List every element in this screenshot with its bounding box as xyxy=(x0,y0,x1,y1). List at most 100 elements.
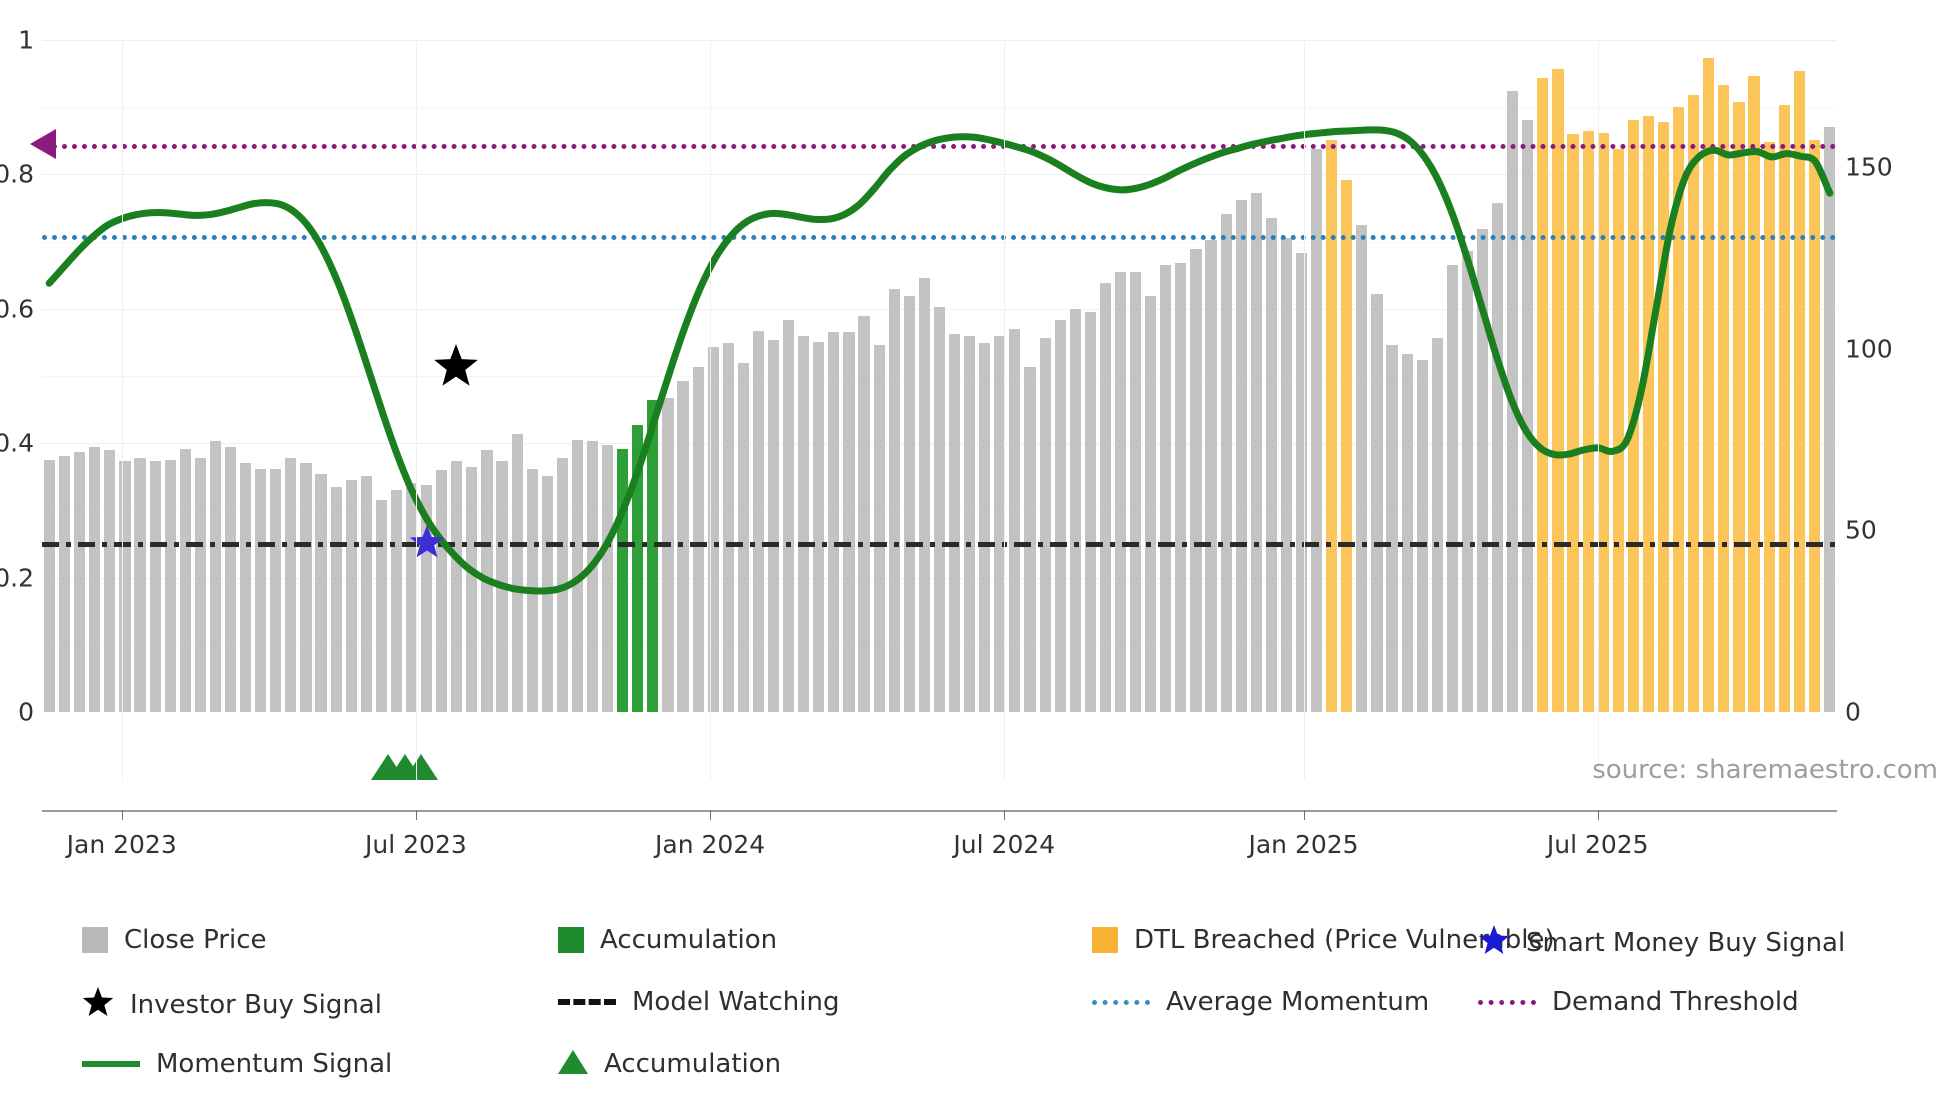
vertical-gridline xyxy=(1004,40,1006,780)
close-price-bar xyxy=(692,366,704,712)
close-price-bar xyxy=(979,343,991,712)
close-price-bar xyxy=(707,346,719,712)
legend-swatch-square xyxy=(1092,927,1118,953)
right-axis-tick: 100 xyxy=(1845,334,1893,364)
signal-markers xyxy=(30,40,1837,781)
close-price-bar xyxy=(1145,296,1157,712)
close-price-bar xyxy=(285,457,297,712)
accumulation-bar xyxy=(617,448,629,712)
legend-item-demand-threshold[interactable]: Demand Threshold xyxy=(1478,987,1799,1017)
close-price-bar xyxy=(1099,283,1111,712)
dtl-breached-bar xyxy=(1642,116,1655,712)
close-price-bar xyxy=(1386,345,1398,712)
legend-item-smart-money-buy-signal[interactable]: Smart Money Buy Signal xyxy=(1478,925,1845,961)
close-price-bar xyxy=(240,463,252,712)
legend-swatch-square xyxy=(558,927,584,953)
dtl-breached-bar xyxy=(1748,76,1760,712)
close-price-bar xyxy=(1492,203,1504,712)
close-price-bar xyxy=(360,475,372,712)
demand-threshold-line xyxy=(42,144,1837,150)
close-price-bar xyxy=(1280,237,1292,712)
legend-swatch-square xyxy=(82,927,108,953)
dtl-breached-bar xyxy=(1537,78,1549,712)
close-price-bar xyxy=(1114,272,1127,712)
left-axis-tick: 0.8 xyxy=(0,159,34,189)
gridline-minor xyxy=(42,107,1837,109)
close-price-bar xyxy=(1009,328,1021,712)
close-price-bar xyxy=(586,441,599,712)
close-price-bar xyxy=(752,330,765,712)
legend-item-model-watching[interactable]: Model Watching xyxy=(558,987,839,1017)
legend-item-investor-buy-signal[interactable]: Investor Buy Signal xyxy=(82,987,382,1023)
close-price-bar xyxy=(602,445,614,712)
legend-label: Accumulation xyxy=(600,925,778,955)
left-axis-tick: 0.4 xyxy=(0,428,34,458)
vertical-gridline xyxy=(710,40,712,780)
close-price-bar xyxy=(933,306,946,712)
vertical-gridline xyxy=(1303,40,1305,780)
legend-label: Average Momentum xyxy=(1166,987,1430,1017)
close-price-bar xyxy=(828,332,840,712)
legend-label: Accumulation xyxy=(604,1049,782,1079)
legend-swatch-triangle-icon xyxy=(558,1050,588,1078)
close-price-bar xyxy=(390,490,403,712)
legend-item-average-momentum[interactable]: Average Momentum xyxy=(1092,987,1429,1017)
close-price-bar xyxy=(873,345,885,712)
dtl-breached-bar xyxy=(1718,85,1730,712)
dtl-breached-bar xyxy=(1793,70,1805,712)
legend-item-close-price[interactable]: Close Price xyxy=(82,925,267,955)
close-price-bar xyxy=(1130,272,1142,712)
legend-item-momentum-signal[interactable]: Momentum Signal xyxy=(82,1049,392,1079)
close-price-bar xyxy=(209,441,222,712)
vertical-gridline xyxy=(121,40,123,780)
close-price-bar xyxy=(1416,359,1428,712)
close-price-bar xyxy=(1250,192,1262,712)
close-price-bar xyxy=(1295,252,1308,712)
close-price-bar xyxy=(1039,337,1051,712)
dtl-breached-bar xyxy=(1597,132,1609,712)
close-price-bar xyxy=(179,448,191,712)
close-price-bar xyxy=(421,484,433,712)
close-price-bar xyxy=(858,316,870,712)
close-price-bar xyxy=(1461,250,1474,712)
close-price-bar xyxy=(1311,148,1323,712)
close-price-bar xyxy=(511,434,523,712)
average-momentum-line xyxy=(42,234,1837,240)
threshold-lines xyxy=(42,40,1837,712)
legend-swatch-dashed-line xyxy=(558,999,616,1005)
close-price-bar xyxy=(1356,225,1368,712)
x-axis-label: Jul 2024 xyxy=(953,830,1056,859)
dtl-breached-bar xyxy=(1763,141,1775,712)
gridline xyxy=(42,174,1837,176)
close-price-bar xyxy=(662,397,674,712)
dtl-breached-bar xyxy=(1341,179,1353,712)
close-price-bar xyxy=(722,343,734,712)
x-axis-tick xyxy=(710,810,712,820)
dtl-breached-bar xyxy=(1703,58,1715,712)
dtl-breached-bar xyxy=(1808,139,1820,712)
close-price-bar xyxy=(1160,265,1172,712)
x-axis-label: Jul 2023 xyxy=(365,830,467,859)
x-axis-tick xyxy=(1303,810,1305,820)
legend-label: Model Watching xyxy=(632,987,840,1017)
x-axis-tick xyxy=(415,810,417,820)
dtl-breached-bar xyxy=(1582,130,1594,712)
left-axis-tick: 0 xyxy=(18,697,34,727)
chart-legend: Close Price Accumulation DTL Breached (Pri… xyxy=(82,925,1942,1080)
momentum-signal-line xyxy=(42,40,1837,712)
close-price-bar xyxy=(1175,263,1187,712)
legend-item-accumulation-triangle[interactable]: Accumulation xyxy=(558,1049,781,1079)
legend-swatch-dotted-line xyxy=(1478,999,1536,1005)
x-axis-tick xyxy=(121,810,123,820)
smart-money-buy-signal-star-icon xyxy=(409,524,445,561)
close-price-bar xyxy=(451,461,463,712)
close-price-bar xyxy=(1235,199,1247,712)
legend-label: Smart Money Buy Signal xyxy=(1526,928,1846,958)
legend-label: Close Price xyxy=(124,925,267,955)
close-price-bar xyxy=(1069,308,1081,712)
close-price-bar xyxy=(813,341,825,712)
close-price-bar xyxy=(74,452,86,712)
close-price-bar xyxy=(843,332,855,712)
legend-item-accumulation-bar[interactable]: Accumulation xyxy=(558,925,777,955)
